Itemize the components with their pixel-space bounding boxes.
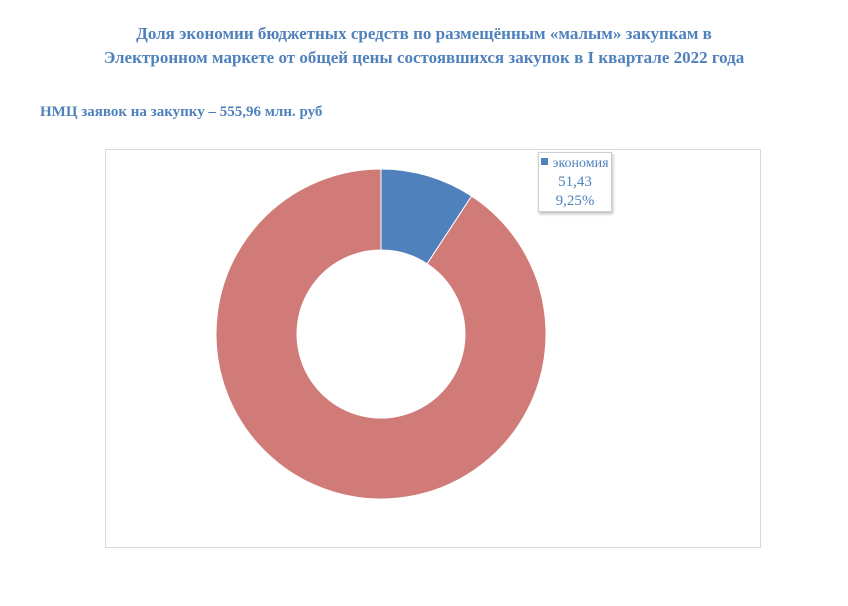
data-label-category-text: экономия bbox=[552, 156, 609, 171]
donut-slice-remainder bbox=[215, 168, 547, 500]
chart-subtitle: НМЦ заявок на закупку – 555,96 млн. руб bbox=[40, 104, 323, 120]
data-label-economy: экономия 51,43 9,25% bbox=[538, 152, 612, 212]
data-label-category: экономия bbox=[539, 154, 611, 173]
data-label-percent: 9,25% bbox=[555, 193, 595, 209]
legend-swatch-economy bbox=[541, 158, 549, 165]
chart-title: Доля экономии бюджетных средств по разме… bbox=[0, 22, 848, 70]
chart-title-line-1: Доля экономии бюджетных средств по разме… bbox=[136, 24, 712, 43]
data-label-value: 51,43 bbox=[558, 174, 592, 190]
chart-title-line-2: Электронном маркете от общей цены состоя… bbox=[103, 48, 745, 67]
